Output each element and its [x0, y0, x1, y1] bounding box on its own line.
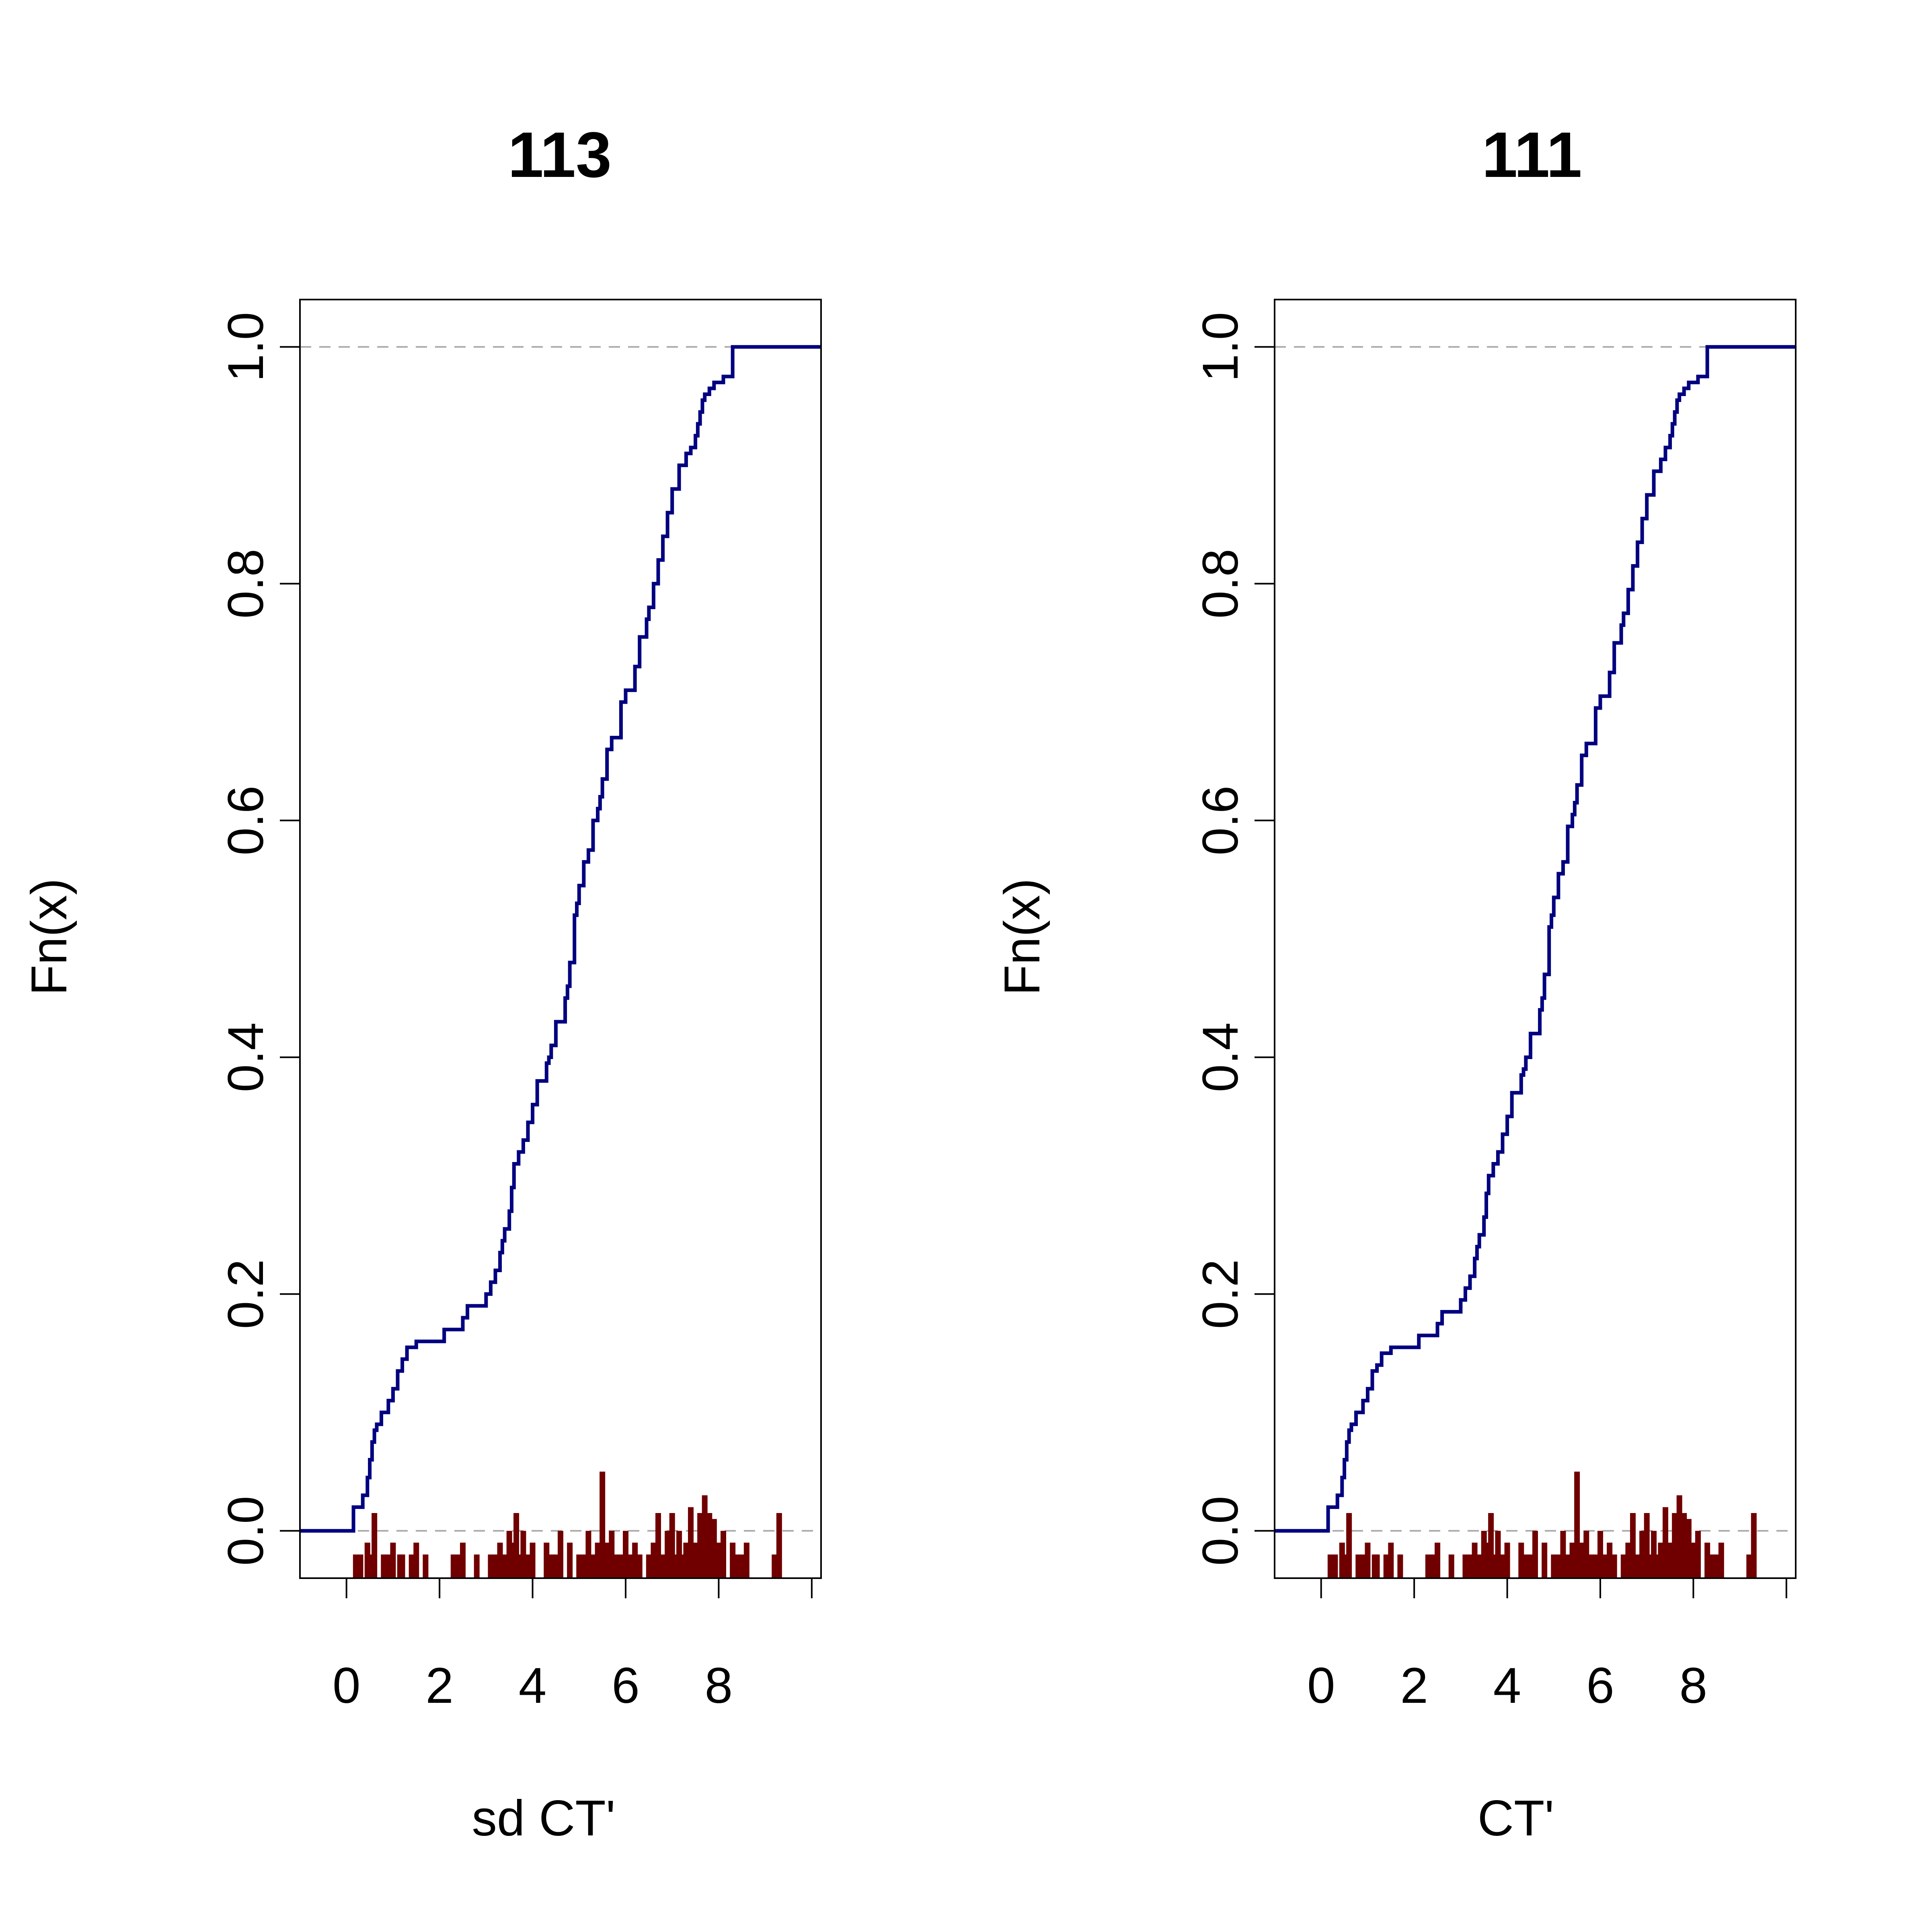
x-tick-label: 2 [1400, 1658, 1428, 1714]
x-tick-label: 2 [425, 1658, 454, 1714]
ecdf-line [300, 345, 821, 1533]
plot-area: 0.0 0.2 0.4 0.6 0.8 1.0 0 2 4 6 8 [218, 299, 822, 1714]
y-tick-label: 0.4 [1193, 1022, 1248, 1092]
ecdf-line [1275, 345, 1796, 1533]
x-tick-label: 6 [612, 1658, 640, 1714]
x-axis-label: sd CT' [472, 1790, 615, 1846]
x-tick-label: 0 [333, 1658, 361, 1714]
y-tick-label: 0.6 [218, 786, 274, 856]
y-tick-label: 1.0 [218, 312, 274, 382]
data-layer [1275, 345, 1796, 1578]
y-tick-label: 0.0 [218, 1496, 274, 1566]
panel-left: 113 sd CT' Fn(x) 0.0 0.2 0.4 0.6 0.8 1.0 0 2 4 6 8 [21, 119, 822, 1846]
y-tick-label: 0.2 [218, 1259, 274, 1329]
x-tick-label: 4 [1493, 1658, 1521, 1714]
y-axis-label: Fn(x) [994, 878, 1050, 996]
x-tick-label: 4 [519, 1658, 547, 1714]
x-tick-label: 8 [1680, 1658, 1708, 1714]
plot-area: 0.0 0.2 0.4 0.6 0.8 1.0 0 2 4 6 8 [1193, 299, 1797, 1714]
plot-frame [299, 299, 822, 1579]
y-axis-label: Fn(x) [21, 878, 77, 996]
y-tick-label: 0.4 [218, 1022, 274, 1092]
y-tick-label: 1.0 [1193, 312, 1248, 382]
x-axis-label: CT' [1478, 1790, 1554, 1846]
panel-title: 113 [508, 119, 612, 191]
x-tick-label: 6 [1586, 1658, 1614, 1714]
y-tick-label: 0.8 [218, 549, 274, 619]
y-tick-label: 0.0 [1193, 1496, 1248, 1566]
x-tick-label: 0 [1307, 1658, 1335, 1714]
data-layer [300, 345, 821, 1578]
y-tick-label: 0.8 [1193, 549, 1248, 619]
y-tick-label: 0.6 [1193, 786, 1248, 856]
panel-title: 111 [1482, 119, 1582, 191]
x-tick-label: 8 [705, 1658, 733, 1714]
panel-right: 111 CT' Fn(x) 0.0 0.2 0.4 0.6 0.8 1.0 0 2 4 6 8 [994, 119, 1797, 1846]
y-tick-label: 0.2 [1193, 1259, 1248, 1329]
plot-frame [1274, 299, 1797, 1579]
